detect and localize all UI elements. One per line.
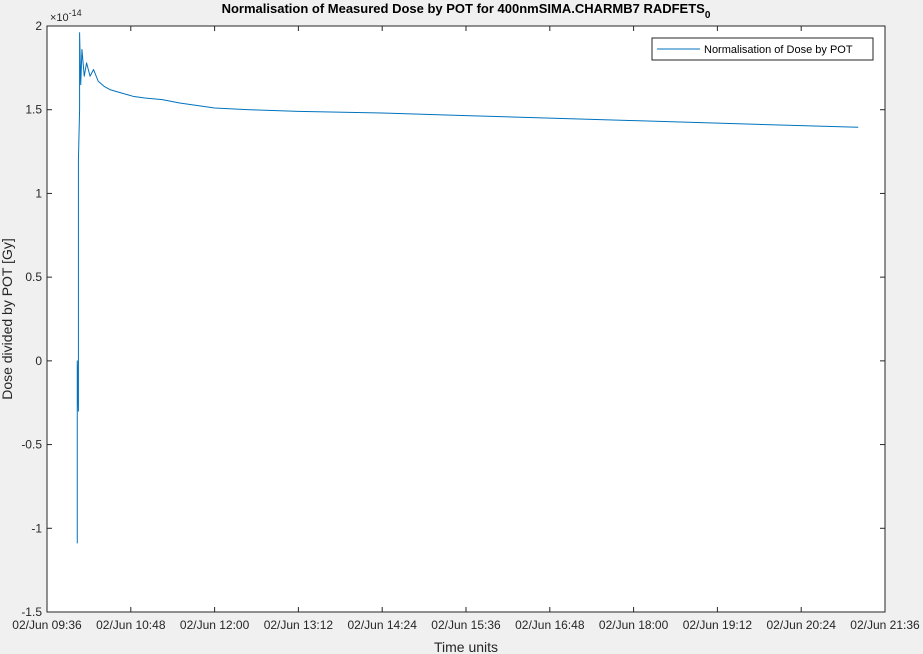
x-axis-ticks: 02/Jun 09:36 02/Jun 10:48 02/Jun 12:00 02/J… [12,26,920,632]
x-tick-label: 02/Jun 16:48 [515,618,585,632]
y-tick-label: -1 [31,521,42,535]
legend: Normalisation of Dose by POT [651,37,874,61]
y-axis-ticks: -1.5 -1 -0.5 0 0.5 1 1.5 2 [21,19,885,619]
y-tick-label: -0.5 [21,438,42,452]
legend-box [651,37,874,61]
y-tick-label: 1 [35,186,42,200]
chart-title: Normalisation of Measured Dose by POT fo… [222,1,711,21]
x-tick-label: 02/Jun 20:24 [766,618,836,632]
y-tick-label: 0.5 [25,270,42,284]
x-tick-label: 02/Jun 10:48 [96,618,166,632]
y-tick-label: 0 [35,354,42,368]
y-tick-label: 2 [35,19,42,33]
x-tick-label: 02/Jun 19:12 [683,618,753,632]
x-axis-label: Time units [434,639,498,654]
x-tick-label: 02/Jun 12:00 [180,618,250,632]
series-line-0 [76,32,859,544]
series-group [76,32,859,544]
y-axis-multiplier: ×10-14 [50,8,82,24]
y-tick-label: -1.5 [21,605,42,619]
x-tick-label: 02/Jun 18:00 [599,618,669,632]
x-tick-label: 02/Jun 09:36 [12,618,82,632]
x-tick-label: 02/Jun 21:36 [850,618,920,632]
plot-area [46,25,886,613]
chart-title-subscript: 0 [705,10,711,21]
x-tick-label: 02/Jun 15:36 [431,618,501,632]
y-tick-label: 1.5 [25,103,42,117]
x-tick-label: 02/Jun 13:12 [264,618,334,632]
legend-label: Normalisation of Dose by POT [704,44,853,56]
y-axis-label: Dose divided by POT [Gy] [0,238,15,400]
y-axis-multiplier-exponent: -14 [69,8,82,18]
x-tick-label: 02/Jun 14:24 [347,618,417,632]
